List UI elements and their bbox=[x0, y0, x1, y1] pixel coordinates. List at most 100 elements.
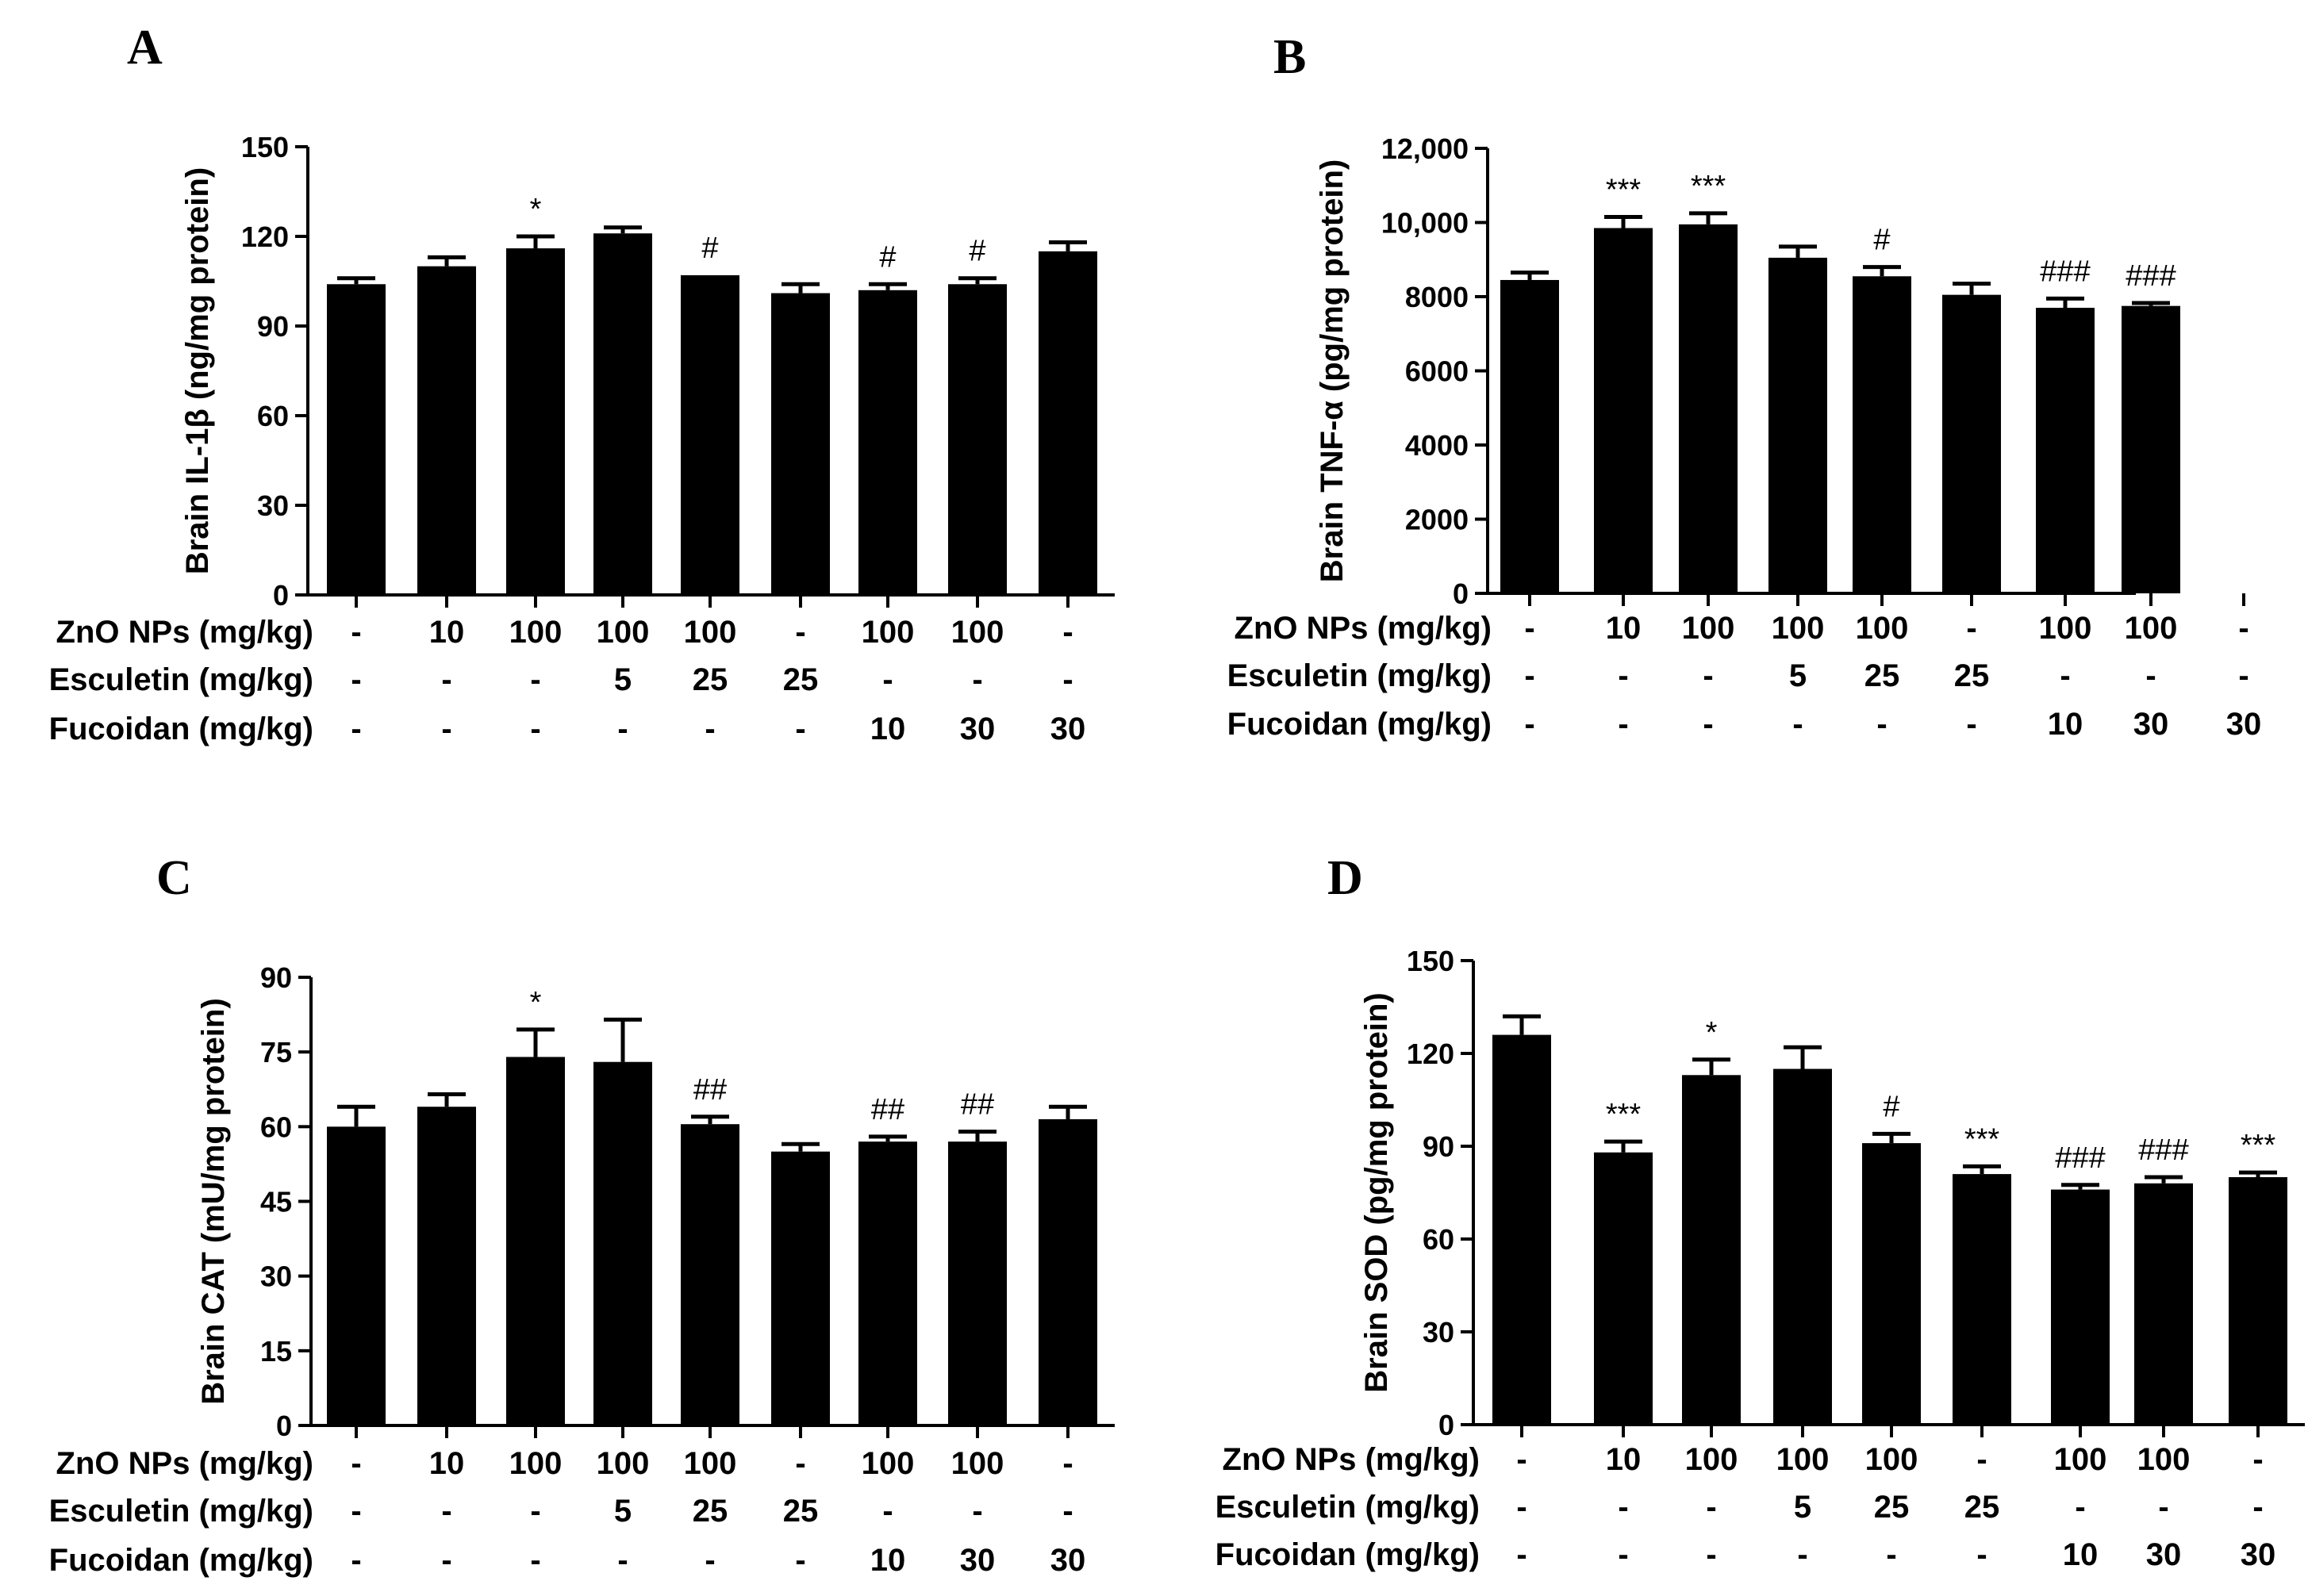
bar bbox=[593, 233, 652, 595]
bar bbox=[1492, 1034, 1551, 1425]
treatment-row-label: Fucoidan (mg/kg) bbox=[49, 1543, 313, 1578]
treatment-value: 100 bbox=[597, 1446, 650, 1481]
bar bbox=[948, 284, 1007, 595]
treatment-value: 25 bbox=[1864, 658, 1900, 693]
y-tick-label: 12,000 bbox=[1381, 132, 1469, 165]
treatment-value: - bbox=[617, 1543, 628, 1578]
treatment-value: - bbox=[1062, 615, 1073, 650]
y-tick-label: 120 bbox=[1407, 1038, 1454, 1070]
bar bbox=[506, 248, 565, 595]
treatment-value: 10 bbox=[870, 712, 906, 746]
y-tick-label: 120 bbox=[241, 221, 289, 253]
bar bbox=[1682, 1075, 1741, 1425]
treatment-value: - bbox=[351, 1494, 361, 1529]
y-tick-label: 60 bbox=[260, 1111, 292, 1143]
treatment-value: 100 bbox=[1856, 611, 1909, 646]
treatment-row-label: Esculetin (mg/kg) bbox=[1215, 1490, 1480, 1525]
bar bbox=[681, 274, 739, 595]
treatment-row-label: Esculetin (mg/kg) bbox=[49, 1494, 313, 1529]
treatment-value: - bbox=[1797, 1537, 1807, 1572]
bar bbox=[858, 290, 917, 595]
treatment-value: - bbox=[1618, 707, 1628, 742]
bar bbox=[1679, 224, 1738, 593]
bar bbox=[593, 1061, 652, 1425]
treatment-value: - bbox=[795, 1543, 805, 1578]
y-tick-label: 15 bbox=[260, 1335, 292, 1368]
bar bbox=[1594, 1152, 1653, 1425]
treatment-value: 5 bbox=[1789, 658, 1807, 693]
significance-mark: # bbox=[879, 240, 896, 274]
significance-mark: *** bbox=[2241, 1129, 2276, 1162]
panel-a: A Brain IL-1β (ng/mg protein) 0 30 60 90 120 15… bbox=[49, 21, 1115, 746]
treatment-value: 25 bbox=[783, 1494, 819, 1529]
y-tick-label: 30 bbox=[1423, 1316, 1454, 1349]
treatment-value: - bbox=[1966, 707, 1976, 742]
treatment-value: 100 bbox=[1685, 1442, 1738, 1477]
significance-mark: * bbox=[1706, 1016, 1718, 1049]
significance-mark: * bbox=[530, 193, 542, 226]
treatment-value: 30 bbox=[2133, 707, 2169, 742]
treatment-value: 5 bbox=[1794, 1490, 1811, 1525]
treatment-value: - bbox=[1886, 1537, 1896, 1572]
treatment-value: - bbox=[705, 1543, 715, 1578]
panel-d: D Brain SOD (pg/mg protein) 0 30 60 90 120 150 *… bbox=[1215, 851, 2305, 1572]
treatment-value: - bbox=[972, 1494, 982, 1529]
bar bbox=[506, 1057, 565, 1425]
bar bbox=[327, 284, 386, 595]
treatment-row-label: ZnO NPs (mg/kg) bbox=[56, 615, 313, 650]
treatment-value: - bbox=[1062, 1494, 1073, 1529]
bar bbox=[1773, 1068, 1832, 1425]
y-tick-label: 8000 bbox=[1405, 281, 1469, 313]
y-tick-label: 4000 bbox=[1405, 429, 1469, 462]
y-tick-label: 0 bbox=[1453, 577, 1469, 610]
bar bbox=[1953, 1174, 2011, 1425]
treatment-value: - bbox=[2252, 1490, 2263, 1525]
treatment-value: - bbox=[1792, 707, 1803, 742]
bar bbox=[1942, 294, 2001, 593]
treatment-row-label: Fucoidan (mg/kg) bbox=[1227, 707, 1492, 742]
treatment-value: - bbox=[530, 712, 540, 746]
significance-mark: * bbox=[530, 986, 542, 1019]
treatment-value: - bbox=[1706, 1490, 1716, 1525]
treatment-row-label: ZnO NPs (mg/kg) bbox=[1235, 611, 1492, 646]
treatment-value: - bbox=[1524, 611, 1534, 646]
treatment-value: 25 bbox=[1874, 1490, 1910, 1525]
significance-mark: *** bbox=[1606, 1098, 1642, 1131]
treatment-value: - bbox=[1516, 1490, 1527, 1525]
treatment-value: 30 bbox=[2241, 1537, 2276, 1572]
bar bbox=[2036, 308, 2095, 593]
bar bbox=[948, 1141, 1007, 1425]
significance-mark: ### bbox=[2126, 259, 2176, 293]
treatment-value: - bbox=[617, 712, 628, 746]
significance-mark: ### bbox=[2040, 255, 2090, 288]
y-tick-label: 30 bbox=[257, 489, 289, 522]
bar bbox=[771, 1151, 830, 1425]
treatment-value: 10 bbox=[2063, 1537, 2099, 1572]
y-axis-label: Brain SOD (pg/mg protein) bbox=[1359, 992, 1394, 1392]
treatment-value: - bbox=[1516, 1442, 1527, 1477]
significance-mark: ## bbox=[693, 1073, 727, 1107]
treatment-value: - bbox=[882, 662, 893, 697]
bar bbox=[1039, 251, 1097, 595]
significance-mark: # bbox=[1883, 1090, 1899, 1123]
treatment-value: - bbox=[530, 1543, 540, 1578]
treatment-value: 100 bbox=[862, 615, 915, 650]
treatment-value: - bbox=[530, 1494, 540, 1529]
treatment-row-label: Esculetin (mg/kg) bbox=[49, 662, 313, 697]
significance-mark: *** bbox=[1691, 170, 1726, 203]
treatment-value: 10 bbox=[870, 1543, 906, 1578]
significance-mark: # bbox=[701, 232, 718, 265]
treatment-value: - bbox=[351, 712, 361, 746]
y-tick-label: 2000 bbox=[1405, 504, 1469, 536]
significance-mark: # bbox=[1873, 224, 1890, 257]
treatment-value: 25 bbox=[693, 662, 728, 697]
treatment-row-label: ZnO NPs (mg/kg) bbox=[1223, 1442, 1480, 1477]
bar bbox=[1853, 276, 1911, 593]
treatment-value: - bbox=[1516, 1537, 1527, 1572]
treatment-value: - bbox=[2238, 658, 2248, 693]
treatment-value: 100 bbox=[951, 1446, 1004, 1481]
significance-mark: # bbox=[969, 235, 985, 268]
treatment-value: 5 bbox=[614, 662, 632, 697]
treatment-value: - bbox=[972, 662, 982, 697]
